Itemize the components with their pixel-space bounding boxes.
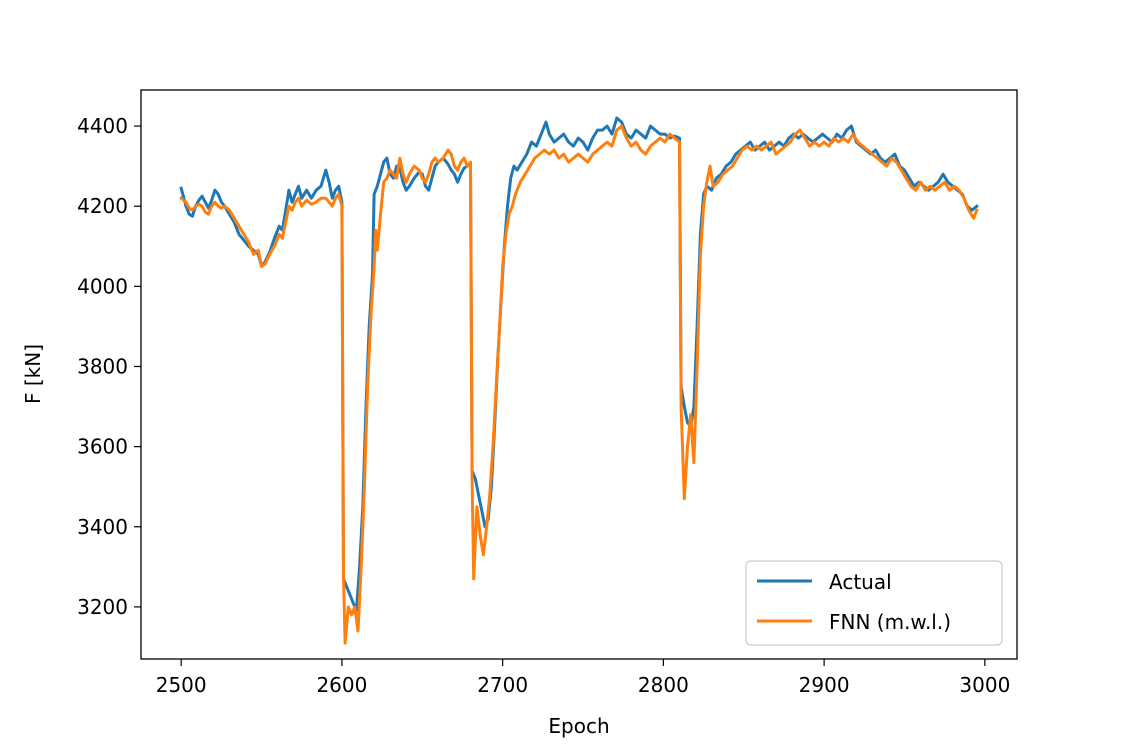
series-layer xyxy=(179,116,979,645)
x-tick-label: 2600 xyxy=(316,673,367,697)
y-tick-label: 3600 xyxy=(77,435,128,459)
plot-frame xyxy=(140,89,1018,660)
x-tick-label: 2900 xyxy=(799,673,850,697)
legend: Actual FNN (m.w.l.) xyxy=(745,560,1003,646)
y-tick-label: 4200 xyxy=(77,194,128,218)
x-axis: 2500 2600 2700 2800 2900 3000 xyxy=(156,659,1010,697)
y-axis-title: F [kN] xyxy=(21,344,45,404)
x-tick-label: 2800 xyxy=(638,673,689,697)
series-line-1 xyxy=(179,124,979,645)
y-tick-label: 4000 xyxy=(77,274,128,298)
y-tick-label: 3800 xyxy=(77,354,128,378)
legend-label-fnn: FNN (m.w.l.) xyxy=(829,610,951,634)
y-tick-label: 4400 xyxy=(77,114,128,138)
y-tick-label: 3400 xyxy=(77,515,128,539)
series-line-0 xyxy=(179,116,979,613)
x-tick-label: 2700 xyxy=(477,673,528,697)
y-tick-label: 3200 xyxy=(77,595,128,619)
x-tick-label: 3000 xyxy=(959,673,1010,697)
y-axis: 3200 3400 3600 3800 4000 4200 4400 xyxy=(77,114,141,619)
legend-label-actual: Actual xyxy=(829,570,892,594)
x-axis-title: Epoch xyxy=(548,714,609,738)
x-tick-label: 2500 xyxy=(156,673,207,697)
